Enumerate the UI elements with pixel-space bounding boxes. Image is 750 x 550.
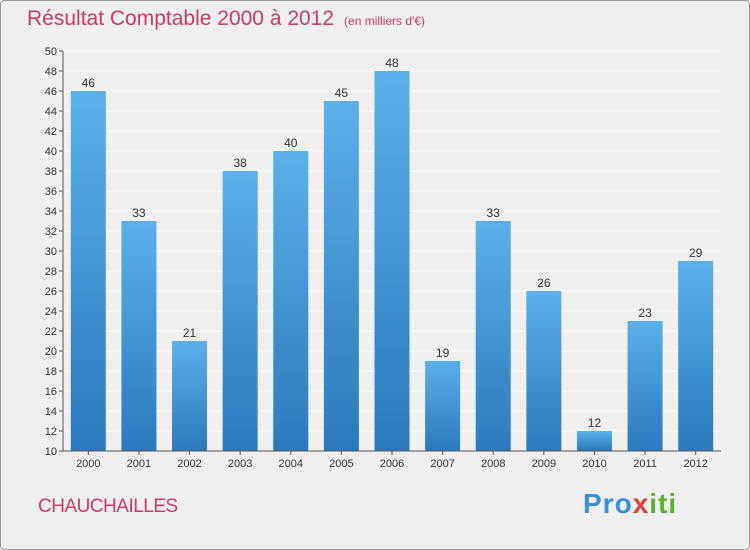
y-tick-label: 42	[45, 126, 57, 138]
bar-2006[interactable]	[374, 71, 410, 451]
bar-2003[interactable]	[222, 171, 258, 451]
labels-layer: 46 33 21 38 40 45 48 19 33 26 12 23 29	[82, 56, 703, 430]
data-label-2009: 26	[537, 276, 551, 290]
bar-2005[interactable]	[323, 101, 359, 451]
bar-2000[interactable]	[70, 91, 106, 451]
bar-2004[interactable]	[273, 151, 309, 451]
commune-name: CHAUCHAILLES	[38, 496, 178, 517]
x-tick-label-2005: 2005	[329, 458, 353, 470]
data-label-2002: 21	[183, 326, 197, 340]
bar-2007[interactable]	[425, 361, 461, 451]
data-label-2007: 19	[436, 346, 450, 360]
x-tick-label-2003: 2003	[228, 458, 252, 470]
y-tick-label: 16	[45, 386, 57, 398]
x-tick-label-2012: 2012	[683, 458, 707, 470]
y-tick-label: 36	[45, 186, 57, 198]
logo-part-3: iti	[649, 488, 678, 519]
bar-2010[interactable]	[576, 431, 612, 451]
y-tick-label: 48	[45, 66, 57, 78]
y-tick-label: 44	[45, 106, 57, 118]
y-tick-label: 10	[45, 446, 57, 458]
chart-subtitle: (en milliers d'€)	[344, 14, 426, 28]
x-tick-label-2007: 2007	[430, 458, 454, 470]
x-tick-label-2010: 2010	[582, 458, 606, 470]
data-label-2008: 33	[487, 206, 501, 220]
y-tick-label: 30	[45, 246, 57, 258]
bar-2002[interactable]	[172, 341, 208, 451]
data-label-2003: 38	[233, 156, 247, 170]
bars-layer	[70, 71, 714, 451]
x-tick-label-2009: 2009	[532, 458, 556, 470]
data-label-2011: 23	[638, 306, 652, 320]
y-tick-label: 28	[45, 266, 57, 278]
bar-2009[interactable]	[526, 291, 562, 451]
bar-2012[interactable]	[678, 261, 714, 451]
y-tick-label: 18	[45, 366, 57, 378]
x-tick-label-2004: 2004	[279, 458, 303, 470]
x-tick-label-2006: 2006	[380, 458, 404, 470]
x-tick-label-2008: 2008	[481, 458, 505, 470]
x-tick-label-2000: 2000	[76, 458, 100, 470]
y-tick-label: 12	[45, 426, 57, 438]
y-tick-label: 26	[45, 286, 57, 298]
y-tick-label: 24	[45, 306, 57, 318]
y-tick-label: 34	[45, 206, 57, 218]
y-tick-label: 40	[45, 146, 57, 158]
logo-part-2: x	[632, 488, 650, 519]
x-tick-label-2011: 2011	[633, 458, 657, 470]
y-tick-label: 22	[45, 326, 57, 338]
data-label-2012: 29	[689, 246, 703, 260]
data-label-2001: 33	[132, 206, 146, 220]
axis-layer: 10 12 14 16 18 20 22 24 26 28 30 32 34 36 38 40 42 44 46 48…	[45, 46, 721, 470]
y-tick-label: 14	[45, 406, 57, 418]
bar-2008[interactable]	[475, 221, 511, 451]
data-label-2000: 46	[82, 76, 96, 90]
y-tick-label: 32	[45, 226, 57, 238]
y-tick-label: 38	[45, 166, 57, 178]
proxiti-logo[interactable]: Proxiti	[583, 488, 677, 520]
data-label-2005: 45	[335, 86, 349, 100]
y-tick-label: 50	[45, 46, 57, 58]
x-tick-label-2001: 2001	[127, 458, 151, 470]
bar-2001[interactable]	[121, 221, 157, 451]
chart-title-text: Résultat Comptable 2000 à 2012	[27, 7, 335, 30]
bar-2011[interactable]	[627, 321, 663, 451]
y-tick-label: 46	[45, 86, 57, 98]
chart-title: Résultat Comptable 2000 à 2012 (en millie…	[27, 7, 425, 31]
x-tick-label-2002: 2002	[177, 458, 201, 470]
y-tick-label: 20	[45, 346, 57, 358]
data-label-2010: 12	[588, 416, 602, 430]
logo-part-1: Pro	[583, 488, 633, 519]
data-label-2004: 40	[284, 136, 298, 150]
data-label-2006: 48	[385, 56, 399, 70]
